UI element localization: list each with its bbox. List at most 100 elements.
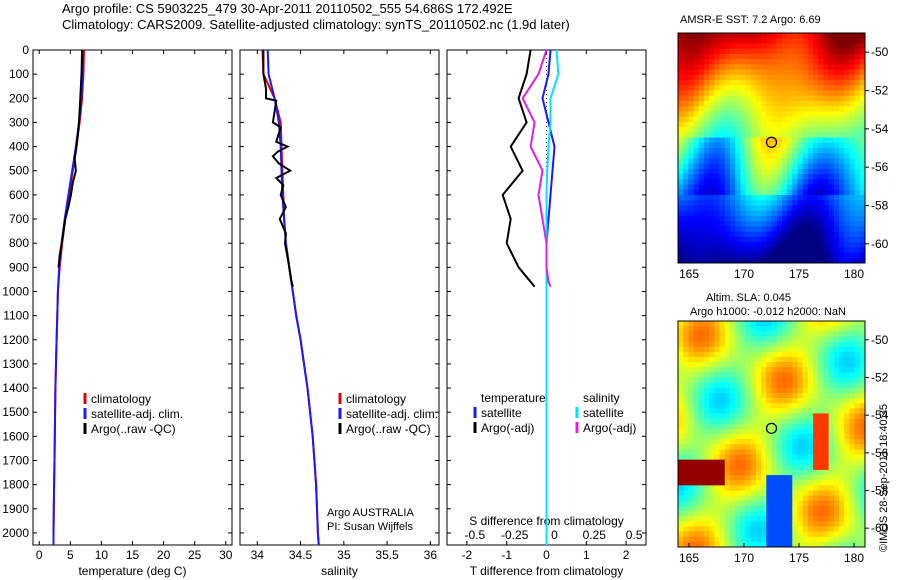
map-cell [703, 336, 710, 342]
legend-label: Argo(..raw -QC) [346, 422, 431, 436]
map-cell [771, 221, 778, 227]
map-cell [776, 184, 783, 191]
map-cell [776, 116, 783, 123]
map-cell [776, 500, 783, 507]
map-cell [740, 398, 746, 404]
map-cell [802, 106, 809, 112]
map-cell [797, 536, 804, 543]
map-cell [771, 142, 778, 149]
map-cell [839, 495, 845, 502]
map-cell [719, 362, 726, 368]
map-cell [683, 43, 689, 50]
map-cell [818, 351, 824, 358]
map-cell [703, 64, 710, 70]
map-cell [755, 428, 762, 435]
map-cell [859, 111, 866, 118]
map-cell [844, 521, 850, 527]
map-cell [719, 226, 726, 233]
map-cell [807, 85, 814, 91]
map-cell [844, 48, 850, 55]
map-cell [683, 392, 689, 399]
map-cell [750, 38, 757, 44]
map-cell [735, 48, 741, 55]
map-cell [854, 205, 861, 212]
map-cell [755, 403, 762, 409]
map-cell [714, 377, 720, 384]
map-cell [729, 485, 736, 491]
map-cell [823, 48, 830, 55]
map-cell [709, 53, 715, 60]
map-cell [683, 475, 689, 481]
map-cell [776, 226, 783, 233]
map-cell [802, 163, 809, 170]
map-cell [683, 490, 689, 497]
map-cell [833, 168, 840, 175]
map-cell [828, 341, 835, 348]
map-cell [833, 531, 840, 538]
map-cell [724, 100, 731, 107]
map-cell [828, 526, 835, 532]
map-cell [755, 372, 762, 378]
map-cell [735, 226, 741, 233]
map-cell [709, 33, 715, 39]
map-cell [735, 398, 741, 404]
map-cell [828, 480, 835, 486]
map-cell [698, 464, 705, 471]
map-cell [818, 142, 824, 149]
map-cell [719, 64, 726, 70]
map-cell [813, 163, 819, 170]
map-cell [678, 418, 684, 425]
map-cell [688, 516, 694, 522]
map-cell [766, 158, 772, 165]
map-cell [787, 74, 793, 81]
map-cell [776, 382, 783, 389]
map-cell [854, 85, 861, 91]
map-cell [714, 43, 720, 50]
map-cell [839, 236, 845, 243]
map-cell [703, 526, 710, 532]
map-cell [714, 80, 720, 86]
map-cell [828, 398, 835, 404]
map-cell [761, 336, 767, 342]
map-cell [854, 356, 861, 363]
map-cell [854, 480, 861, 486]
map-cell [698, 64, 705, 70]
map-cell [781, 454, 788, 461]
map-cell [854, 439, 861, 445]
map-cell [828, 257, 835, 264]
map-cell [719, 434, 726, 440]
map-cell [776, 252, 783, 259]
map-cell [729, 116, 736, 123]
map-cell [823, 505, 830, 512]
map-cell [833, 142, 840, 149]
map-cell [828, 377, 835, 384]
map-cell [755, 142, 762, 149]
map-cell [787, 403, 793, 409]
map-cell [693, 428, 700, 435]
map-cell [854, 321, 861, 327]
map-cell [683, 331, 689, 337]
map-cell [854, 200, 861, 206]
map-cell [750, 189, 757, 196]
map-cell [823, 200, 830, 206]
map-cell [771, 43, 778, 50]
map-cell [683, 184, 689, 191]
map-cell [683, 541, 689, 548]
map-cell [854, 179, 861, 185]
map-cell [703, 459, 710, 466]
map-cell [787, 205, 793, 212]
map-cell [844, 184, 850, 191]
map-cell [771, 439, 778, 445]
map-cell [833, 33, 840, 39]
map-cell [709, 231, 715, 238]
map-cell [698, 500, 705, 507]
map-cell [740, 163, 746, 170]
map-cell [688, 423, 694, 430]
map-cell [818, 168, 824, 175]
map-cell [818, 221, 824, 227]
map-cell [724, 247, 731, 253]
map-cell [714, 236, 720, 243]
map-cell [839, 127, 845, 133]
map-cell [719, 38, 726, 44]
map-cell [766, 485, 772, 491]
